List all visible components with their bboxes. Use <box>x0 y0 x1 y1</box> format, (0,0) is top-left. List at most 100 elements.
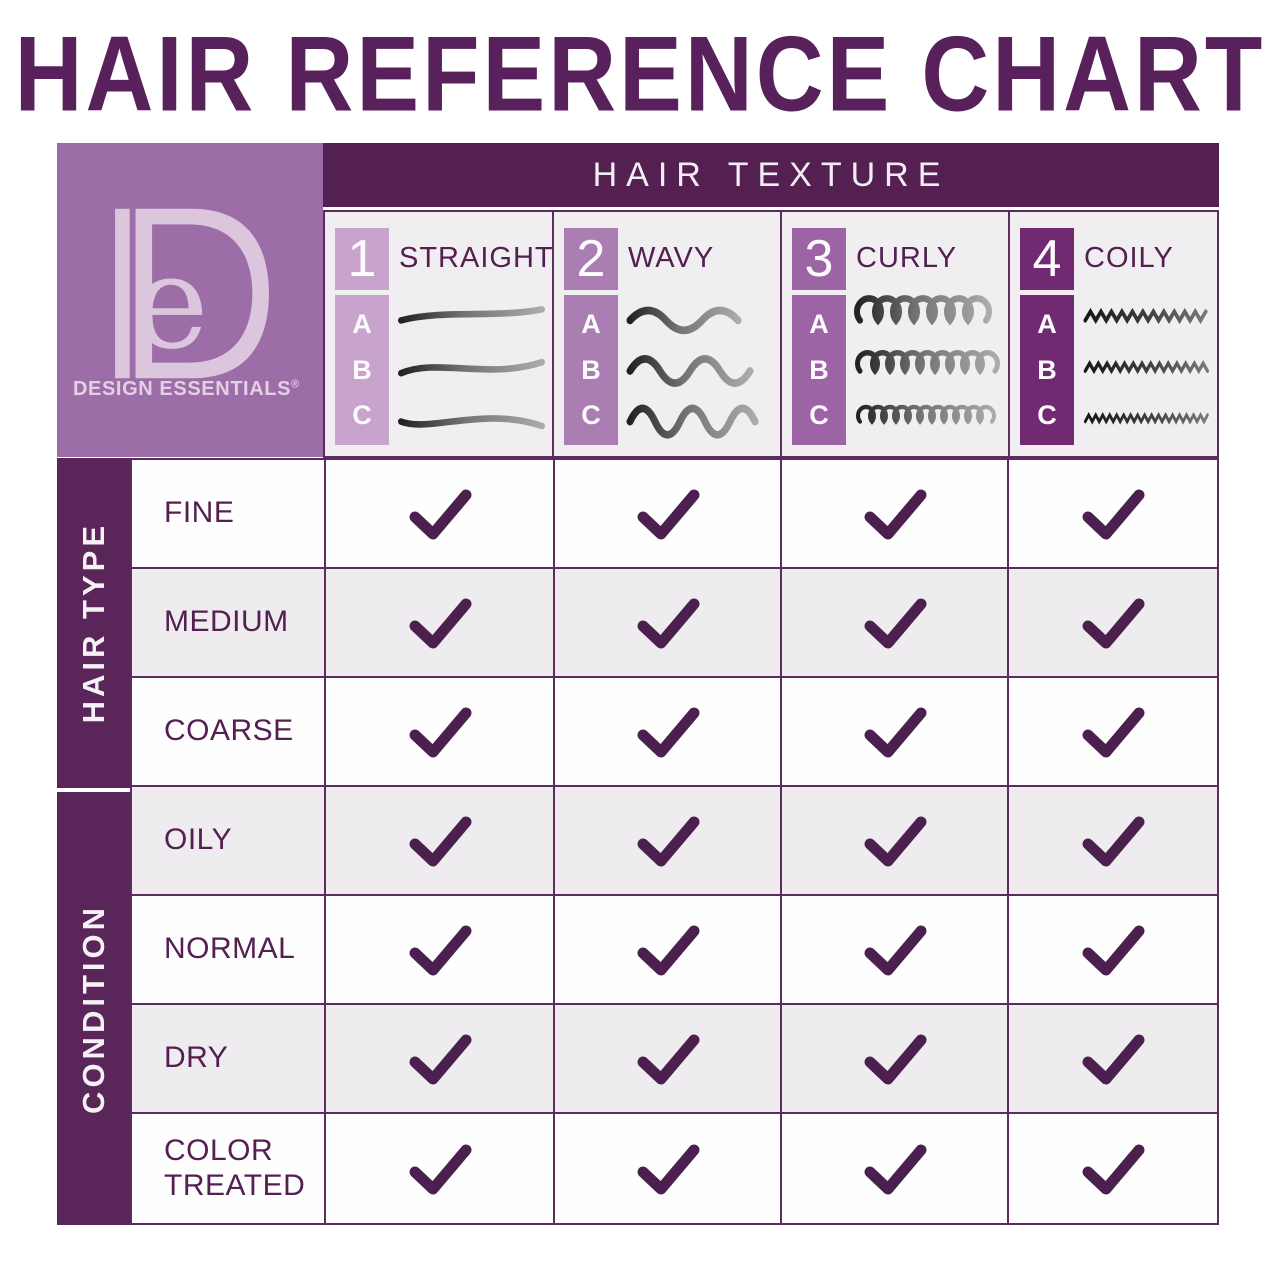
coily-hair-illustration-icon <box>1080 294 1211 448</box>
subtype-letter: C <box>581 399 601 430</box>
body-grid: FINE MEDIUM COARSE OILY NORMAL DRY COLOR TREAT… <box>130 458 1219 1225</box>
texture-column-curly: 3 A B C CURLY <box>782 212 1010 456</box>
checkmark-icon <box>637 925 699 975</box>
checkmark-icon <box>409 925 471 975</box>
check-fine-texture-4 <box>1009 460 1217 569</box>
checkmark-icon <box>1082 707 1145 757</box>
subtype-letter: A <box>809 309 829 340</box>
checkmark-icon <box>409 598 471 648</box>
row-group-condition: CONDITION <box>57 792 130 1225</box>
checkmark-icon <box>864 598 926 648</box>
row-label-fine: FINE <box>132 460 326 569</box>
texture-number: 3 <box>792 228 846 290</box>
page-title: HAIR REFERENCE CHART <box>14 13 1266 134</box>
brand-name-text: DESIGN ESSENTIALS <box>73 378 292 400</box>
checkmark-icon <box>637 1034 699 1084</box>
subtype-letter: C <box>1037 399 1057 430</box>
checkmark-icon <box>409 707 471 757</box>
texture-column-coily: 4 A B C COILY <box>1010 212 1217 456</box>
row-label-coarse: COARSE <box>132 678 326 787</box>
check-normal-texture-2 <box>555 896 782 1005</box>
straight-hair-illustration-icon <box>395 294 546 448</box>
texture-column-wavy: 2 A B C WAVY <box>554 212 782 456</box>
check-normal-texture-4 <box>1009 896 1217 1005</box>
checkmark-icon <box>409 489 471 539</box>
check-color-treated-texture-1 <box>326 1114 555 1223</box>
hair-texture-header: HAIR TEXTURE <box>323 143 1219 207</box>
checkmark-icon <box>409 1144 471 1194</box>
texture-columns: 1 A B C STRAIGHT 2 A B C WAVY 3 A B C CURLY 4 A B C COILY <box>323 210 1219 458</box>
row-label-color-treated: COLOR TREATED <box>132 1114 326 1223</box>
subtype-letter: C <box>352 399 372 430</box>
check-oily-texture-4 <box>1009 787 1217 896</box>
check-dry-texture-1 <box>326 1005 555 1114</box>
texture-label: COILY <box>1084 242 1174 274</box>
row-label-oily: OILY <box>132 787 326 896</box>
check-coarse-texture-3 <box>782 678 1009 787</box>
hair-type-label: HAIR TYPE <box>75 522 111 724</box>
subtype-letter: A <box>352 309 372 340</box>
checkmark-icon <box>1082 1144 1145 1194</box>
checkmark-icon <box>864 925 926 975</box>
brand-name: DESIGN ESSENTIALS® <box>73 378 300 401</box>
check-medium-texture-1 <box>326 569 555 678</box>
check-dry-texture-3 <box>782 1005 1009 1114</box>
checkmark-icon <box>1082 816 1145 866</box>
check-fine-texture-3 <box>782 460 1009 569</box>
checkmark-icon <box>864 1144 926 1194</box>
checkmark-icon <box>409 816 471 866</box>
checkmark-icon <box>864 1034 926 1084</box>
check-normal-texture-3 <box>782 896 1009 1005</box>
checkmark-icon <box>637 816 699 866</box>
subtype-letter: A <box>1037 309 1057 340</box>
check-color-treated-texture-2 <box>555 1114 782 1223</box>
texture-label: STRAIGHT <box>399 242 554 274</box>
subtype-letter: B <box>809 354 829 385</box>
check-coarse-texture-1 <box>326 678 555 787</box>
row-label-medium: MEDIUM <box>132 569 326 678</box>
row-label-normal: NORMAL <box>132 896 326 1005</box>
row-label-dry: DRY <box>132 1005 326 1114</box>
checkmark-icon <box>637 489 699 539</box>
check-oily-texture-2 <box>555 787 782 896</box>
check-color-treated-texture-4 <box>1009 1114 1217 1223</box>
check-dry-texture-2 <box>555 1005 782 1114</box>
check-fine-texture-1 <box>326 460 555 569</box>
checkmark-icon <box>1082 1034 1145 1084</box>
check-coarse-texture-2 <box>555 678 782 787</box>
checkmark-icon <box>637 707 699 757</box>
texture-number: 1 <box>335 228 389 290</box>
checkmark-icon <box>637 598 699 648</box>
check-medium-texture-4 <box>1009 569 1217 678</box>
texture-label: WAVY <box>628 242 715 274</box>
texture-number: 4 <box>1020 228 1074 290</box>
check-fine-texture-2 <box>555 460 782 569</box>
checkmark-icon <box>409 1034 471 1084</box>
checkmark-icon <box>864 707 926 757</box>
subtype-letter: C <box>809 399 829 430</box>
check-coarse-texture-4 <box>1009 678 1217 787</box>
checkmark-icon <box>864 816 926 866</box>
condition-label: CONDITION <box>75 903 111 1114</box>
check-medium-texture-3 <box>782 569 1009 678</box>
registered-mark: ® <box>291 378 300 391</box>
checkmark-icon <box>1082 598 1145 648</box>
checkmark-icon <box>1082 925 1145 975</box>
subtype-letter: B <box>1037 354 1057 385</box>
subtype-letter: A <box>581 309 601 340</box>
brand-logo-cell: e DESIGN ESSENTIALS® <box>57 143 323 457</box>
wavy-hair-illustration-icon <box>624 294 774 448</box>
subtype-letter: B <box>352 354 372 385</box>
subtype-letter: B <box>581 354 601 385</box>
check-normal-texture-1 <box>326 896 555 1005</box>
row-group-hair-type: HAIR TYPE <box>57 458 130 788</box>
texture-column-straight: 1 A B C STRAIGHT <box>325 212 554 456</box>
